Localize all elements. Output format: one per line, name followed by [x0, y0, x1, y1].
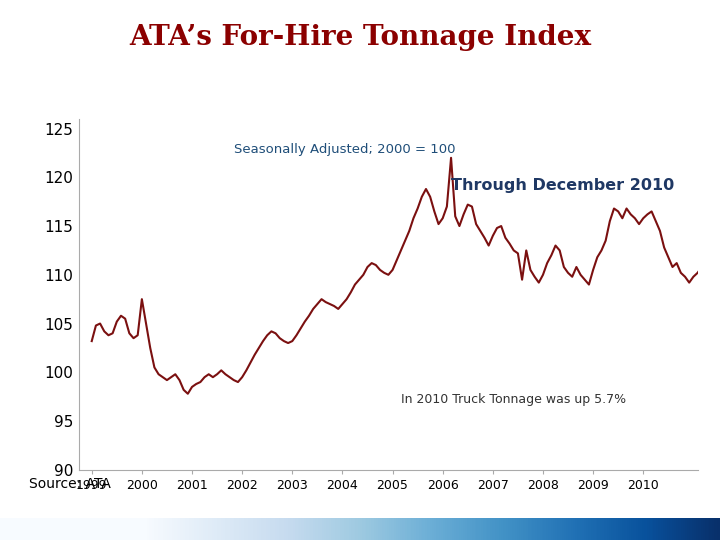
Text: Source: ATA: Source: ATA	[29, 477, 111, 491]
Text: ATA’s For-Hire Tonnage Index: ATA’s For-Hire Tonnage Index	[129, 24, 591, 51]
Text: Through December 2010: Through December 2010	[451, 178, 674, 193]
Text: Seasonally Adjusted; 2000 = 100: Seasonally Adjusted; 2000 = 100	[234, 143, 456, 157]
Text: In 2010 Truck Tonnage was up 5.7%: In 2010 Truck Tonnage was up 5.7%	[401, 393, 626, 406]
